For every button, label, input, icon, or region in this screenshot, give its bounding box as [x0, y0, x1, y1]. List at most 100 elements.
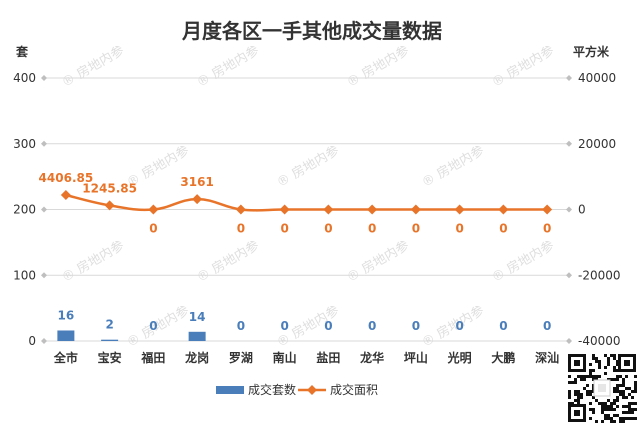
x-tick-label: 南山: [273, 350, 297, 365]
qr-module: [619, 375, 622, 378]
legend-label-line: 成交面积: [330, 382, 378, 397]
y-right-unit: 平方米: [573, 44, 610, 59]
qr-module: [592, 408, 595, 411]
qr-module: [613, 366, 616, 369]
qr-module: [631, 402, 634, 405]
qr-finder-top-left: [568, 354, 586, 372]
qr-module: [592, 354, 595, 357]
qr-module: [589, 375, 592, 378]
qr-module: [622, 405, 625, 408]
qr-module: [631, 408, 634, 411]
qr-module: [604, 405, 607, 408]
qr-module: [568, 375, 571, 378]
bar-data-label: 16: [58, 308, 75, 322]
legend-marker-line: [307, 385, 317, 395]
qr-module: [610, 402, 613, 405]
qr-module: [619, 384, 622, 387]
qr-module: [613, 354, 616, 357]
bar-data-label: 0: [149, 319, 157, 333]
qr-module: [628, 393, 631, 396]
qr-module: [601, 402, 604, 405]
qr-module: [571, 402, 574, 405]
qr-module: [568, 402, 571, 405]
watermark-text: ® 房地内参: [419, 302, 487, 350]
qr-module: [592, 375, 595, 378]
bar-series: 16 2 0 14 0 0 0 0 0 0 0 0: [57, 308, 551, 341]
qr-module: [604, 402, 607, 405]
qr-module: [613, 378, 616, 381]
qr-module: [622, 396, 625, 399]
line-point: [454, 204, 465, 215]
qr-module: [625, 375, 628, 378]
qr-module: [622, 393, 625, 396]
bar-data-label: 2: [105, 318, 113, 332]
qr-module: [619, 420, 622, 423]
qr-module: [619, 393, 622, 396]
legend: 成交套数 成交面积: [216, 382, 378, 397]
qr-module: [571, 381, 574, 384]
qr-module: [577, 402, 580, 405]
qr-module: [607, 399, 610, 402]
qr-module: [577, 396, 580, 399]
y-right-tick-label: 40000: [578, 71, 616, 85]
watermark-text: ® 房地内参: [274, 142, 342, 190]
qr-module: [595, 375, 598, 378]
line-point: [323, 204, 334, 215]
qr-module: [610, 417, 613, 420]
qr-module: [610, 420, 613, 423]
qr-module: [589, 393, 592, 396]
qr-module: [574, 393, 577, 396]
qr-module: [595, 399, 598, 402]
x-tick-label: 龙华: [360, 350, 384, 365]
qr-module: [598, 366, 601, 369]
qr-module: [613, 390, 616, 393]
qr-module: [589, 369, 592, 372]
watermark-text: ® 房地内参: [124, 302, 192, 350]
qr-module: [616, 387, 619, 390]
x-tick-label: 光明: [447, 350, 472, 365]
line-data-label: 0: [149, 222, 157, 236]
qr-module: [601, 411, 604, 414]
qr-module: [634, 375, 637, 378]
bar: [101, 339, 119, 341]
bar-data-label: 14: [189, 310, 206, 324]
qr-module: [613, 357, 616, 360]
qr-module: [607, 363, 610, 366]
y-right-tick-label: 0: [578, 203, 586, 217]
qr-module: [574, 399, 577, 402]
line-data-label: 0: [543, 222, 551, 236]
line-point: [542, 204, 553, 215]
qr-module: [622, 384, 625, 387]
y-left-tick-label: 200: [13, 203, 36, 217]
qr-module: [616, 396, 619, 399]
x-tick-label: 罗湖: [229, 350, 253, 365]
line-point: [192, 194, 203, 205]
line-data-label: 0: [412, 222, 420, 236]
qr-module: [622, 378, 625, 381]
bar-data-label: 0: [280, 319, 288, 333]
axis-marker-left: [41, 338, 47, 344]
y-right-tick-label: 20000: [578, 137, 616, 151]
line-point: [410, 204, 421, 215]
x-axis-categories: 全市 宝安 福田 龙岗 罗湖 南山 盐田 龙华 坪山 光明 大鹏 深汕: [53, 350, 559, 365]
qr-module: [616, 363, 619, 366]
series-line: [65, 193, 548, 212]
qr-module: [598, 375, 601, 378]
qr-module: [628, 408, 631, 411]
x-tick-label: 全市: [53, 350, 78, 365]
qr-module: [601, 405, 604, 408]
qr-module: [607, 360, 610, 363]
qr-module: [616, 405, 619, 408]
bar-data-label: 0: [412, 319, 420, 333]
qr-module: [604, 408, 607, 411]
qr-module: [613, 399, 616, 402]
qr-module: [577, 375, 580, 378]
qr-module: [622, 417, 625, 420]
x-tick-label: 龙岗: [185, 350, 209, 365]
qr-module: [589, 363, 592, 366]
qr-module: [592, 411, 595, 414]
qr-module: [577, 390, 580, 393]
qr-module: [589, 408, 592, 411]
